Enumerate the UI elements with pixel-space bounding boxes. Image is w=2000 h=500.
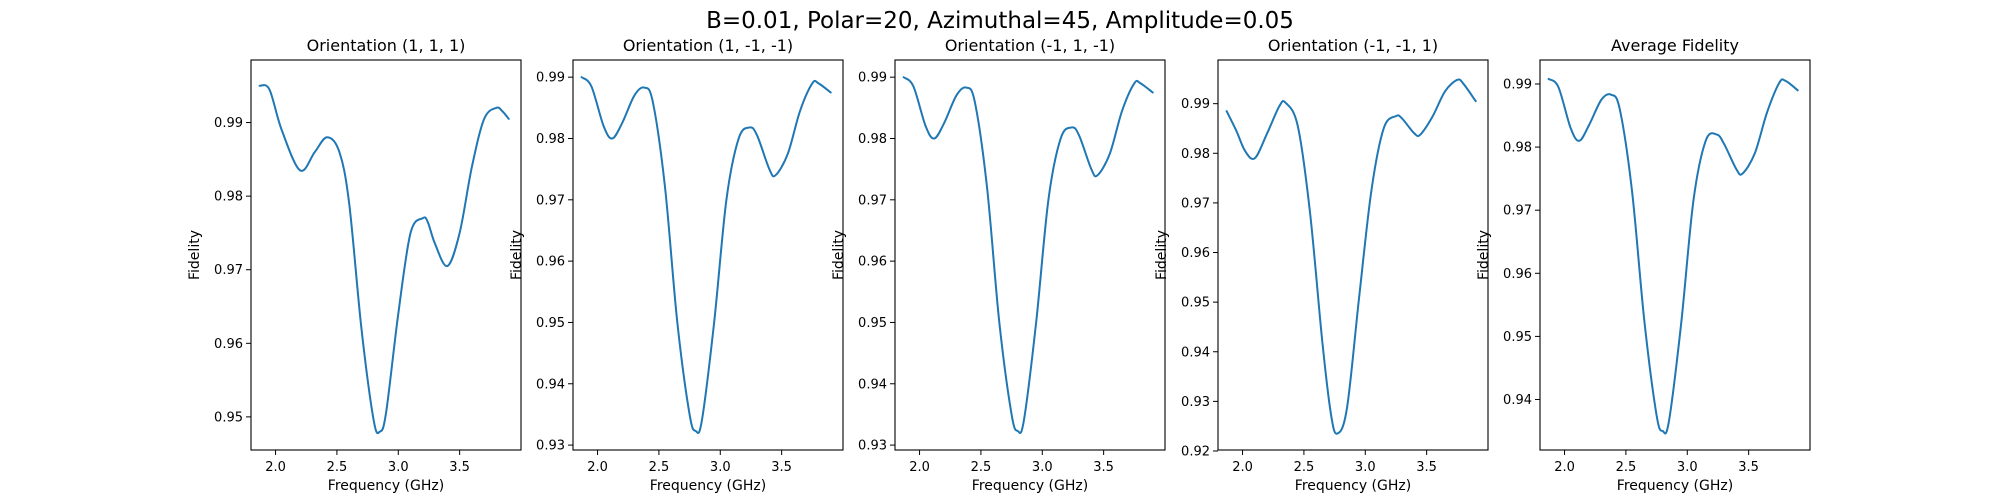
y-tick-label: 0.96 [214,337,243,352]
x-tick-label: 2.0 [1232,460,1253,475]
y-tick-label: 0.97 [214,263,243,278]
fidelity-series-line [1225,78,1477,435]
y-tick-label: 0.99 [214,116,243,131]
x-axis-label: Frequency (GHz) [650,478,766,494]
y-tick-label: 0.94 [536,377,565,392]
y-tick-label: 0.96 [1181,246,1210,261]
subplot-grid: 2.0 2.5 3.0 3.5 0.95 0.96 0.97 0.98 0.99 Orientat… [187,36,1811,494]
y-tick-label: 0.93 [536,439,565,454]
x-tick-label: 3.0 [710,460,731,475]
axes-frame [894,59,1166,451]
x-tick-label: 2.5 [327,460,348,475]
y-axis-label: Fidelity [187,230,203,280]
x-tick-label: 2.0 [1554,460,1575,475]
y-tick-label: 0.99 [1181,97,1210,112]
y-tick-label: 0.98 [858,132,887,147]
subplot-title: Orientation (1, 1, 1) [307,36,466,55]
x-tick-label: 2.5 [1294,460,1315,475]
y-axis-label: Fidelity [831,230,847,280]
x-tick-label: 2.5 [649,460,670,475]
x-tick-label: 3.5 [1738,460,1759,475]
x-tick-label: 2.5 [1616,460,1637,475]
subplot-title: Orientation (1, -1, -1) [623,36,793,55]
y-tick-label: 0.98 [536,132,565,147]
axes-frame [1217,59,1489,451]
x-axis-label: Frequency (GHz) [1295,478,1411,494]
y-tick-label: 0.96 [858,255,887,270]
y-tick-label: 0.99 [536,71,565,86]
y-tick-label: 0.97 [1181,196,1210,211]
x-tick-label: 2.0 [265,460,286,475]
axes-frame [572,59,844,451]
subplot-title: Average Fidelity [1611,36,1739,55]
x-tick-label: 3.5 [1093,460,1114,475]
y-tick-label: 0.93 [1181,395,1210,410]
subplot-5: 2.0 2.5 3.0 3.5 0.94 0.95 0.96 0.97 0.98 0.99 Aver… [1476,36,1811,494]
y-tick-label: 0.97 [536,193,565,208]
y-tick-label: 0.97 [858,193,887,208]
subplot-title: Orientation (-1, 1, -1) [945,36,1115,55]
y-tick-label: 0.94 [1181,345,1210,360]
y-tick-label: 0.98 [1503,141,1532,156]
x-tick-label: 3.5 [771,460,792,475]
y-tick-label: 0.95 [1181,296,1210,311]
y-tick-label: 0.95 [536,316,565,331]
y-tick-label: 0.96 [536,255,565,270]
y-tick-label: 0.98 [1181,147,1210,162]
x-tick-label: 2.5 [971,460,992,475]
figure-suptitle: B=0.01, Polar=20, Azimuthal=45, Amplitud… [706,8,1294,34]
y-tick-label: 0.99 [858,71,887,86]
fidelity-series-line [258,84,510,435]
x-tick-label: 3.5 [1416,460,1437,475]
x-tick-label: 3.0 [1677,460,1698,475]
y-tick-label: 0.96 [1503,267,1532,282]
axes-frame [1539,59,1811,451]
subplot-3: 2.0 2.5 3.0 3.5 0.93 0.94 0.95 0.96 0.97 0.98 0.99… [831,36,1166,494]
x-axis-label: Frequency (GHz) [1617,478,1733,494]
fidelity-series-line [580,76,832,434]
x-axis-label: Frequency (GHz) [328,478,444,494]
y-tick-label: 0.98 [214,190,243,205]
y-tick-label: 0.99 [1503,77,1532,92]
x-tick-label: 3.0 [388,460,409,475]
y-axis-label: Fidelity [1476,230,1492,280]
subplot-title: Orientation (-1, -1, 1) [1268,36,1438,55]
x-tick-label: 3.5 [449,460,470,475]
x-tick-label: 2.0 [909,460,930,475]
fidelity-series-line [1547,77,1799,435]
x-tick-label: 3.0 [1032,460,1053,475]
x-tick-label: 2.0 [587,460,608,475]
y-axis-label: Fidelity [1154,230,1170,280]
y-tick-label: 0.95 [214,410,243,425]
subplot-4: 2.0 2.5 3.0 3.5 0.92 0.93 0.94 0.95 0.96 0.97 0.98… [1154,36,1489,494]
y-tick-label: 0.97 [1503,204,1532,219]
subplot-2: 2.0 2.5 3.0 3.5 0.93 0.94 0.95 0.96 0.97 0.98 0.99… [509,36,844,494]
y-tick-label: 0.95 [858,316,887,331]
y-tick-label: 0.94 [1503,393,1532,408]
subplot-1: 2.0 2.5 3.0 3.5 0.95 0.96 0.97 0.98 0.99 Orientat… [187,36,522,494]
axes-frame [250,59,522,451]
y-tick-label: 0.95 [1503,330,1532,345]
x-axis-label: Frequency (GHz) [972,478,1088,494]
x-tick-label: 3.0 [1355,460,1376,475]
y-tick-label: 0.94 [858,377,887,392]
fidelity-series-line [902,76,1154,434]
y-tick-label: 0.93 [858,439,887,454]
y-tick-label: 0.92 [1181,444,1210,459]
y-axis-label: Fidelity [509,230,525,280]
